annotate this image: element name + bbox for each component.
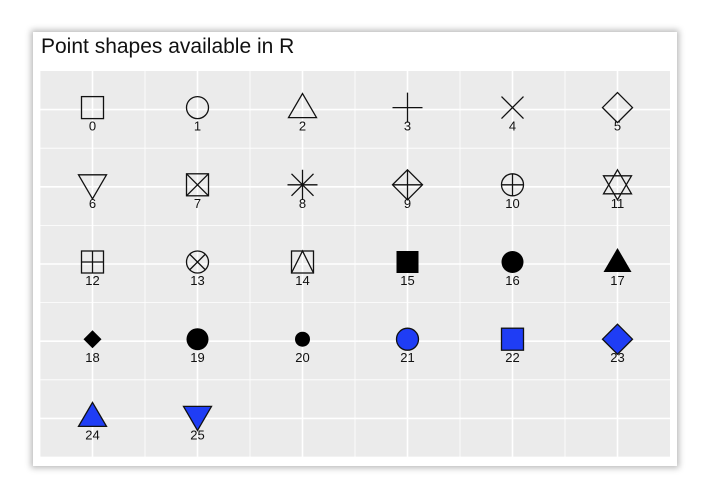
point-label-8: 8 xyxy=(299,196,306,211)
point-label-19: 19 xyxy=(190,350,204,365)
point-label-0: 0 xyxy=(89,119,96,134)
point-shape-22 xyxy=(500,327,525,351)
point-label-3: 3 xyxy=(404,119,411,134)
point-label-24: 24 xyxy=(85,427,99,442)
point-label-14: 14 xyxy=(295,273,309,288)
point-shape-12 xyxy=(80,250,105,274)
point-shape-13 xyxy=(185,250,210,274)
point-label-1: 1 xyxy=(194,119,201,134)
point-shape-5 xyxy=(601,91,634,124)
chart-title: Point shapes available in R xyxy=(41,35,295,58)
point-shape-0 xyxy=(80,95,105,120)
point-shape-25 xyxy=(182,405,213,432)
point-shape-15 xyxy=(396,251,419,273)
point-shape-19 xyxy=(186,328,209,351)
point-label-17: 17 xyxy=(610,273,624,288)
point-label-7: 7 xyxy=(194,196,201,211)
point-shape-23 xyxy=(601,323,634,356)
point-label-2: 2 xyxy=(299,119,306,134)
point-shape-20 xyxy=(295,331,310,347)
point-shape-7 xyxy=(185,173,210,197)
point-shape-1 xyxy=(185,95,210,120)
point-label-18: 18 xyxy=(85,350,99,365)
point-shape-10 xyxy=(500,173,525,197)
point-label-16: 16 xyxy=(505,273,519,288)
point-shape-14 xyxy=(290,249,315,274)
point-label-4: 4 xyxy=(509,119,516,134)
point-label-23: 23 xyxy=(610,350,624,365)
point-shape-9 xyxy=(391,168,424,201)
point-shape-24 xyxy=(77,401,108,428)
point-label-13: 13 xyxy=(190,273,204,288)
point-shape-4 xyxy=(501,96,524,120)
point-label-22: 22 xyxy=(505,350,519,365)
chart-card: Point shapes available in R 0 1 2 3 4 5 6 7 8 9 10… xyxy=(33,32,677,466)
point-label-11: 11 xyxy=(611,196,625,211)
point-shape-6 xyxy=(77,174,108,201)
point-label-6: 6 xyxy=(89,196,96,211)
point-label-20: 20 xyxy=(295,350,309,365)
point-shape-11 xyxy=(602,168,633,202)
point-shape-2 xyxy=(287,92,318,119)
point-label-10: 10 xyxy=(505,196,519,211)
point-shape-16 xyxy=(501,251,524,273)
point-shape-8 xyxy=(287,169,318,200)
point-label-12: 12 xyxy=(85,273,99,288)
point-shape-18 xyxy=(83,330,102,349)
point-label-9: 9 xyxy=(404,196,411,211)
point-shape-3 xyxy=(392,92,423,123)
point-shape-17 xyxy=(603,248,632,272)
point-label-15: 15 xyxy=(400,273,414,288)
grid-lines xyxy=(39,71,670,458)
point-label-21: 21 xyxy=(400,350,414,365)
point-label-25: 25 xyxy=(190,427,204,442)
point-shape-21 xyxy=(395,327,420,351)
point-label-5: 5 xyxy=(614,119,621,134)
